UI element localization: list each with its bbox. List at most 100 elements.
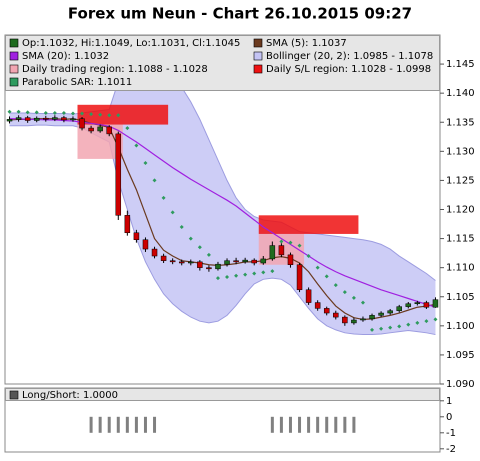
legend-box [5, 35, 440, 91]
candle-body [333, 312, 339, 318]
candle-body [88, 127, 94, 132]
candle-body [369, 315, 375, 320]
candle-body [405, 303, 412, 307]
candle-body [188, 261, 194, 264]
legend-swatch [9, 51, 19, 61]
sar-dot [70, 111, 75, 116]
sar-dot [424, 319, 429, 324]
chart-title: Forex um Neun - Chart 26.10.2015 09:27 [68, 5, 412, 23]
legend-label: Daily trading region: 1.1088 - 1.1028 [22, 64, 208, 75]
y-tick-label: 1.095 [446, 350, 475, 361]
bar [134, 416, 138, 433]
sar-dot [16, 109, 21, 114]
candle-body [360, 318, 366, 321]
bar [352, 416, 356, 433]
sar-dot [34, 110, 39, 115]
bar [288, 416, 292, 433]
sar-dot [52, 110, 57, 115]
sar-dot [243, 272, 248, 277]
sar-dot [379, 326, 384, 331]
sar-dot [107, 113, 112, 118]
legend-swatch [9, 77, 19, 87]
legend-swatch [9, 390, 19, 400]
sar-dot [125, 126, 130, 131]
candle-body [79, 118, 85, 129]
bar [316, 416, 320, 433]
y-tick-label: 1.130 [446, 146, 475, 157]
sar-dot [388, 325, 393, 330]
candle-body [342, 316, 348, 324]
sar-dot [342, 290, 347, 295]
bar [325, 416, 329, 433]
y-tick-label: 1.120 [446, 205, 475, 216]
sar-dot [315, 265, 320, 270]
sar-dot [143, 160, 148, 165]
sar-dot [134, 143, 139, 148]
bar [307, 416, 311, 433]
sar-dot [433, 317, 438, 322]
legend-label: Long/Short: 1.0000 [22, 390, 118, 401]
sar-dot [188, 236, 193, 241]
candle-body [251, 259, 257, 264]
legend-label: SMA (20): 1.1032 [22, 51, 109, 62]
legend-label: Daily S/L region: 1.1028 - 1.0998 [266, 64, 431, 75]
sar-dot [288, 240, 293, 245]
y-tick-label: 0 [446, 412, 452, 423]
sar-dot [225, 274, 230, 279]
y-tick-label: 1.110 [446, 263, 475, 274]
candle-body [351, 319, 357, 324]
bar [116, 416, 120, 433]
candle-body [178, 261, 185, 264]
sar-dot [252, 271, 257, 276]
candle-body [423, 302, 430, 308]
bar [270, 416, 274, 433]
sar-dot [197, 245, 202, 250]
sar-dot [333, 283, 338, 288]
sar-dot [297, 243, 302, 248]
sar-dot [179, 224, 184, 229]
sar-dot [261, 270, 266, 275]
bar [153, 416, 157, 433]
candle-body [269, 245, 276, 260]
bar [343, 416, 347, 433]
y-tick-label: 1 [446, 396, 452, 407]
candle-body [43, 117, 49, 120]
candle-body [305, 289, 312, 303]
sar-dot [279, 239, 284, 244]
sar-dot [206, 252, 211, 257]
candle-body [414, 302, 421, 304]
region [77, 104, 169, 125]
sar-dot [406, 322, 411, 327]
sar-dot [116, 113, 121, 118]
candle-body [206, 267, 212, 270]
sar-dot [43, 110, 48, 115]
candle-body [142, 239, 149, 250]
candle-body [70, 118, 76, 121]
candle-body [314, 302, 321, 309]
candle-body [24, 117, 31, 121]
sar-dot [270, 269, 275, 274]
candle-body [160, 255, 167, 261]
candle-body [133, 232, 140, 240]
candle-body [115, 133, 122, 216]
sar-dot [306, 254, 311, 259]
legend-label: SMA (5): 1.1037 [266, 38, 347, 49]
candle-body [15, 117, 22, 120]
legend-swatch [253, 64, 263, 74]
sar-dot [25, 110, 30, 115]
bar [298, 416, 302, 433]
candle-body [97, 126, 103, 132]
y-tick-label: 1.140 [446, 88, 475, 99]
y-tick-label: 1.115 [446, 234, 475, 245]
candle-body [287, 254, 294, 266]
candle-body [323, 308, 330, 314]
sar-dot [7, 109, 12, 114]
candle-body [52, 117, 58, 120]
candle-body [106, 126, 112, 135]
sar-dot [351, 295, 356, 300]
candle-body [6, 119, 13, 122]
candle-body [432, 299, 439, 308]
legend-swatch [253, 51, 263, 61]
candle-body [124, 215, 131, 234]
